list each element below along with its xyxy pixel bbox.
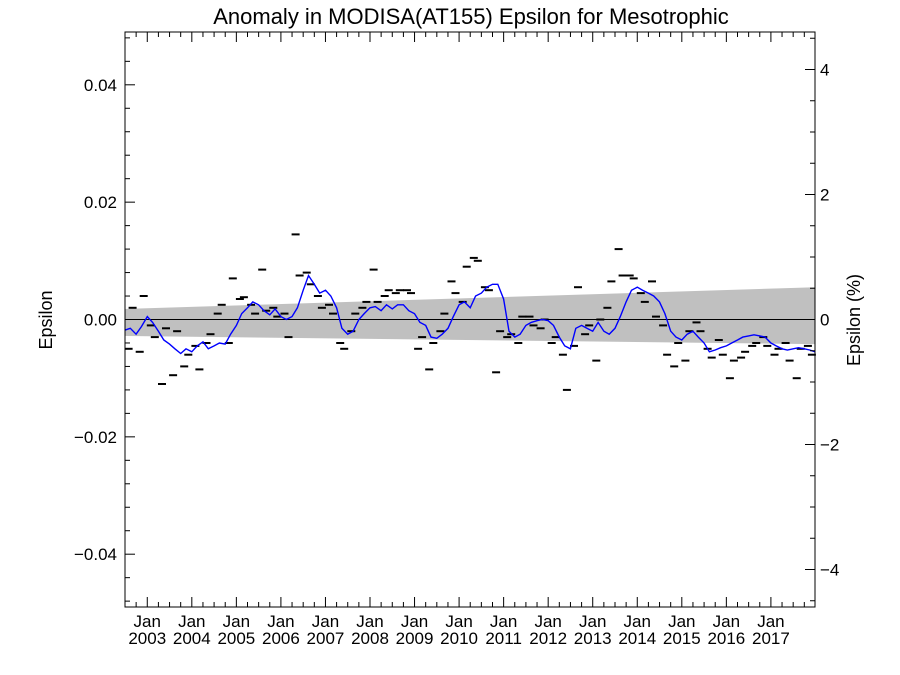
y-right-tick-label: −2 [820,436,839,455]
y-right-tick-label: −4 [820,561,839,580]
y-tick-label: 0.02 [84,193,117,212]
x-tick-year: 2003 [128,629,166,648]
y-right-tick-label: 4 [820,61,829,80]
y-tick-label: −0.02 [74,428,117,447]
smoothed-line-layer [124,273,816,355]
x-tick-month: Jan [624,612,651,631]
x-tick-month: Jan [579,612,606,631]
x-tick-month: Jan [668,612,695,631]
x-tick-month: Jan [757,612,784,631]
uncertainty-band-layer [125,287,815,345]
chart-title: Anomaly in MODISA(AT155) Epsilon for Mes… [213,4,729,29]
x-tick-year: 2017 [752,629,790,648]
x-tick-year: 2006 [262,629,300,648]
x-tick-year: 2013 [574,629,612,648]
x-tick-month: Jan [490,612,517,631]
uncertainty-band [125,287,815,345]
x-tick-year: 2005 [217,629,255,648]
monthly-dash-markers [124,233,816,391]
x-tick-month: Jan [401,612,428,631]
x-tick-month: Jan [534,612,561,631]
x-tick-year: 2011 [485,629,522,648]
y-right-tick-label: 2 [820,186,829,205]
x-tick-month: Jan [312,612,339,631]
x-tick-year: 2009 [396,629,434,648]
x-tick-year: 2012 [529,629,567,648]
smoothed-series-line [124,273,816,355]
x-tick-month: Jan [134,612,161,631]
y-tick-label: 0.04 [84,76,117,95]
x-axis-ticks: Jan2003Jan2004Jan2005Jan2006Jan2007Jan20… [128,32,805,648]
right-axis-ticks: −4 −2 0 2 4 [805,37,839,602]
x-tick-month: Jan [356,612,383,631]
left-axis-ticks: −0.04 −0.02 0.00 0.02 0.04 [74,37,135,602]
x-tick-year: 2007 [307,629,345,648]
y-tick-label: −0.04 [74,545,117,564]
x-tick-month: Jan [178,612,205,631]
x-tick-month: Jan [223,612,250,631]
x-tick-year: 2008 [351,629,389,648]
y-right-tick-label: 0 [820,311,829,330]
x-tick-month: Jan [267,612,294,631]
x-tick-month: Jan [445,612,472,631]
x-tick-month: Jan [713,612,740,631]
y-axis-label-right: Epsilon (%) [844,274,864,366]
x-tick-year: 2015 [663,629,701,648]
x-tick-year: 2004 [173,629,211,648]
y-tick-label: 0.00 [84,311,117,330]
x-tick-year: 2010 [440,629,478,648]
y-axis-label-left: Epsilon [36,290,56,349]
x-tick-year: 2016 [707,629,745,648]
x-tick-year: 2014 [618,629,656,648]
